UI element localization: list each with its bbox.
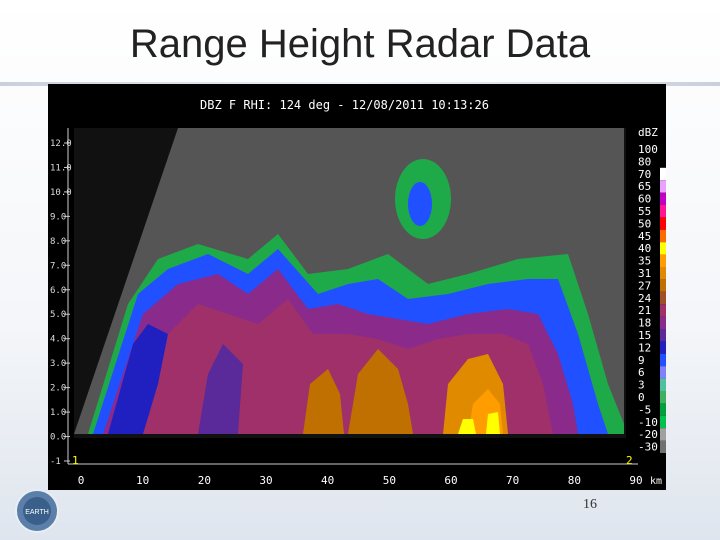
colorbar-level-label: 0: [638, 391, 645, 404]
colorbar-level-label: 24: [638, 292, 652, 305]
page-number: 16: [583, 497, 597, 512]
x-axis-tick-label: 10: [136, 474, 149, 487]
colorbar-swatch: [660, 316, 666, 329]
y-axis-tick-label: 4.0: [50, 335, 66, 345]
colorbar-level-label: 18: [638, 317, 651, 330]
colorbar-level-label: 31: [638, 267, 651, 280]
x-axis-tick-label: 20: [198, 474, 211, 487]
colorbar-level-label: 27: [638, 279, 651, 292]
colorbar-swatch: [660, 192, 666, 205]
colorbar-title: dBZ: [638, 126, 658, 139]
colorbar-swatch: [660, 143, 666, 156]
colorbar-swatch: [660, 180, 666, 193]
y-axis-tick-label: 10.0: [50, 188, 72, 198]
y-axis-tick-label: 11.0: [50, 163, 72, 173]
x-axis-unit: km: [650, 476, 662, 487]
earth-logo: EARTH: [15, 489, 59, 533]
y-axis-tick-label: 7.0: [50, 261, 66, 271]
y-axis-tick-label: 5.0: [50, 310, 66, 320]
colorbar-swatch: [660, 155, 666, 168]
colorbar-level-label: 55: [638, 205, 651, 218]
colorbar-level-label: 40: [638, 242, 651, 255]
x-axis-tick-label: 90: [629, 474, 642, 487]
colorbar-level-label: 60: [638, 193, 651, 206]
colorbar-level-label: -30: [638, 441, 658, 454]
colorbar-swatch: [660, 366, 666, 379]
y-axis-tick-label: 12.0: [50, 139, 72, 149]
colorbar-level-label: 9: [638, 354, 645, 367]
colorbar-level-label: -20: [638, 428, 658, 441]
colorbar-level-label: 6: [638, 366, 645, 379]
colorbar-swatch: [660, 167, 666, 181]
colorbar-level-label: 70: [638, 168, 651, 181]
colorbar-level-label: 12: [638, 341, 651, 354]
colorbar-swatch: [660, 391, 666, 404]
x-axis-tick-label: 40: [321, 474, 334, 487]
colorbar-swatch: [660, 229, 666, 243]
colorbar-swatch: [660, 279, 666, 292]
y-axis-tick-label: 1.0: [50, 408, 66, 418]
colorbar-swatch: [660, 254, 666, 267]
colorbar-level-label: 35: [638, 255, 651, 268]
colorbar-level-label: 80: [638, 155, 651, 168]
y-axis-tick-label: 6.0: [50, 286, 66, 296]
colorbar-swatch: [660, 415, 666, 429]
colorbar-level-label: 100: [638, 143, 658, 156]
x-axis-tick-label: 30: [259, 474, 272, 487]
y-axis-tick-label: -1: [50, 457, 61, 467]
radar-rhi-image: DBZ F RHI: 124 deg - 12/08/2011 10:13:26…: [48, 84, 666, 490]
corner-marker-left: 1: [72, 454, 79, 467]
colorbar-swatch: [660, 329, 666, 342]
colorbar-swatch: [660, 440, 666, 453]
radar-plot: DBZ F RHI: 124 deg - 12/08/2011 10:13:26…: [50, 98, 666, 487]
x-axis-tick-label: 80: [568, 474, 581, 487]
corner-marker-right: 2: [626, 454, 633, 467]
colorbar-level-label: 50: [638, 217, 651, 230]
colorbar-level-label: 21: [638, 304, 651, 317]
y-axis-tick-label: 9.0: [50, 212, 66, 222]
colorbar-level-label: 65: [638, 180, 651, 193]
y-axis-tick-label: 8.0: [50, 237, 66, 247]
colorbar-level-label: -10: [638, 416, 658, 429]
plot-header: DBZ F RHI: 124 deg - 12/08/2011 10:13:26: [200, 98, 489, 112]
colorbar-swatch: [660, 341, 666, 354]
colorbar-level-label: 15: [638, 329, 651, 342]
colorbar-swatch: [660, 217, 666, 230]
colorbar-swatch: [660, 378, 666, 391]
x-axis-tick-label: 50: [383, 474, 396, 487]
colorbar-swatch: [660, 291, 666, 305]
colorbar-swatch: [660, 242, 666, 255]
colorbar-swatch: [660, 353, 666, 367]
y-axis-tick-label: 2.0: [50, 384, 66, 394]
logo-text: EARTH: [25, 509, 49, 516]
y-axis-tick-label: 0.0: [50, 433, 66, 443]
colorbar-swatch: [660, 205, 666, 218]
colorbar-level-label: 45: [638, 230, 651, 243]
x-axis-tick-label: 0: [78, 474, 85, 487]
slide-title: Range Height Radar Data: [129, 22, 591, 66]
colorbar-swatch: [660, 428, 666, 441]
colorbar-swatch: [660, 403, 666, 416]
x-axis-tick-label: 60: [444, 474, 457, 487]
colorbar-level-label: 3: [638, 379, 645, 392]
colorbar-level-label: -5: [638, 403, 651, 416]
colorbar-swatch: [660, 304, 666, 317]
colorbar-swatch: [660, 267, 666, 280]
x-axis-tick-label: 70: [506, 474, 519, 487]
y-axis-tick-label: 3.0: [50, 359, 66, 369]
reflectivity-field: [88, 159, 624, 434]
